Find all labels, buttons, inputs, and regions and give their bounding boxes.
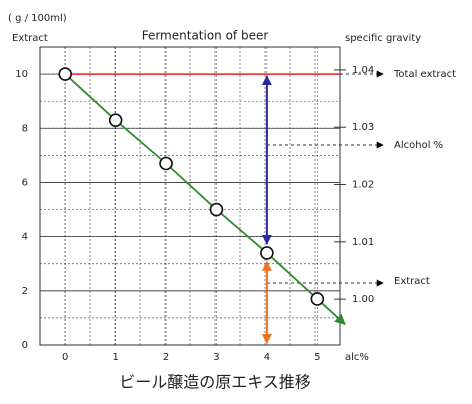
data-point bbox=[159, 156, 173, 171]
caption: ビール醸造の原エキス推移 bbox=[119, 373, 311, 392]
y-axis-label: Extract bbox=[12, 33, 48, 44]
y-tick-label: 6 bbox=[22, 177, 28, 188]
x-tick-label: 2 bbox=[163, 352, 169, 363]
data-point bbox=[108, 113, 123, 127]
y2-tick-label: 1.02 bbox=[352, 180, 374, 191]
y2-tick-label: 1.00 bbox=[352, 294, 374, 305]
y2-axis-label: specific gravity bbox=[345, 33, 421, 44]
data-point bbox=[209, 202, 224, 217]
y-unit: ( g / 100ml) bbox=[8, 13, 67, 24]
data-point bbox=[310, 292, 325, 306]
y-tick-label: 2 bbox=[22, 286, 28, 297]
y-tick-label: 10 bbox=[15, 69, 28, 80]
annotation: Total extract bbox=[393, 69, 456, 80]
x-tick-label: 0 bbox=[62, 352, 68, 363]
data-point bbox=[260, 246, 274, 260]
annotation: Extract bbox=[394, 276, 430, 287]
data-point bbox=[58, 67, 73, 81]
y2-tick-label: 1.04 bbox=[352, 65, 374, 76]
series-line bbox=[64, 73, 318, 300]
y-tick-label: 0 bbox=[22, 340, 28, 351]
x-tick-label: 5 bbox=[314, 352, 320, 363]
y-tick-label: 8 bbox=[22, 123, 28, 134]
y2-tick-label: 1.01 bbox=[352, 237, 374, 248]
chart-title: Fermentation of beer bbox=[142, 29, 269, 43]
annotation: Alcohol % bbox=[394, 140, 443, 151]
x-tick-label: 3 bbox=[213, 352, 219, 363]
y2-tick-label: 1.03 bbox=[352, 122, 374, 133]
y-tick-label: 4 bbox=[22, 232, 28, 243]
x-tick-label: 4 bbox=[264, 352, 270, 363]
x-tick-label: 1 bbox=[112, 352, 118, 363]
x-axis-label: alc% bbox=[345, 352, 369, 363]
